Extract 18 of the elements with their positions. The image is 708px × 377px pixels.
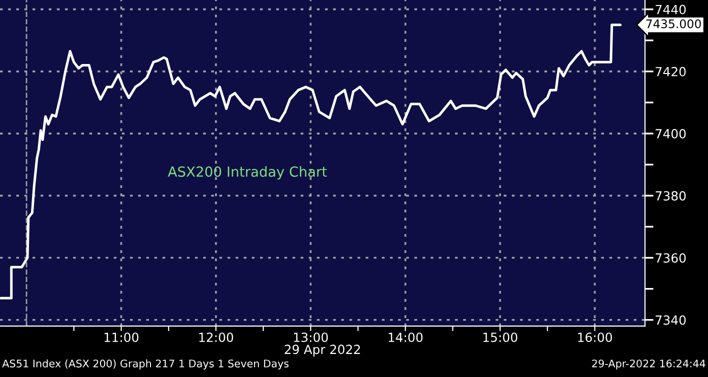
y-tick-label: 7420 xyxy=(656,66,686,76)
y-tick-label: 7360 xyxy=(656,253,686,263)
line-series xyxy=(0,24,622,300)
text: AS51 Index (ASX 200) Graph 217 1 Days 1 Seven Days xyxy=(2,359,289,370)
x-tick-label: 12:00 xyxy=(199,332,234,342)
y-tick-label: 7400 xyxy=(656,129,686,138)
y-tick-label: 7440 xyxy=(656,4,686,14)
x-axis-title: 29 Apr 2022 xyxy=(284,344,360,357)
x-tick-label: 16:00 xyxy=(578,332,612,342)
y-tick-label: 7380 xyxy=(656,191,686,201)
annotation: 7435.000 xyxy=(646,19,701,28)
x-tick-label: 15:00 xyxy=(483,332,518,342)
text: 29-Apr-2022 16:24:44 xyxy=(592,360,706,370)
y-tick-label: 7340 xyxy=(656,315,686,325)
annotation: ASX200 Intraday Chart xyxy=(168,166,327,180)
x-tick-label: 11:00 xyxy=(104,332,138,342)
x-tick-label: 14:00 xyxy=(388,332,423,342)
x-tick-label: 13:00 xyxy=(294,332,328,342)
